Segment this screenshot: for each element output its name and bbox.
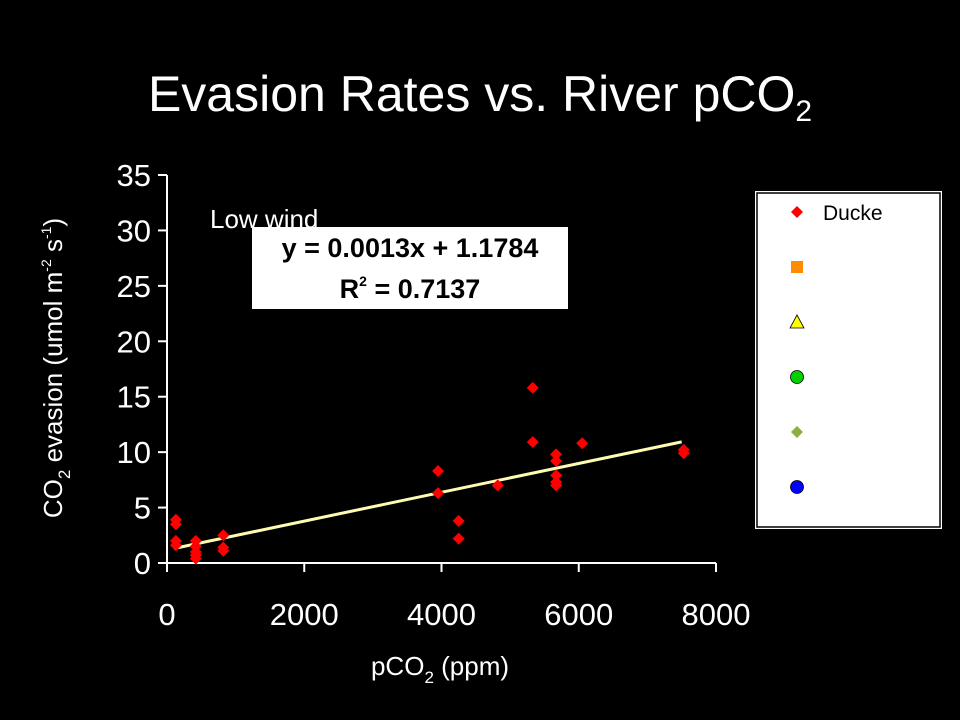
x-tick-label: 0 xyxy=(158,597,175,632)
y-tick-label: 20 xyxy=(117,324,151,359)
legend-marker-1 xyxy=(791,206,803,218)
title-main: Evasion Rates vs. River pCO xyxy=(147,66,796,122)
data-point xyxy=(169,518,182,531)
y-tick-label: 5 xyxy=(134,491,151,526)
y-tick-label: 30 xyxy=(117,213,151,248)
data-point xyxy=(169,539,182,552)
legend-marker-2 xyxy=(791,261,803,273)
trendline-equation: y = 0.0013x + 1.1784 xyxy=(282,233,539,263)
x-tick-label: 6000 xyxy=(544,597,613,632)
data-point xyxy=(189,552,202,565)
x-tick-label: 2000 xyxy=(270,597,339,632)
legend-marker-4 xyxy=(790,370,804,384)
data-point xyxy=(526,436,539,449)
y-tick-label: 10 xyxy=(117,435,151,470)
trendline-equation-box xyxy=(252,227,568,309)
data-point xyxy=(677,447,690,460)
data-point xyxy=(550,479,563,492)
low-wind-annotation: Low wind xyxy=(210,204,318,234)
trendline-r2: R2 = 0.7137 xyxy=(340,273,481,304)
y-tick-label: 0 xyxy=(134,546,151,581)
data-point xyxy=(432,487,445,500)
data-point xyxy=(217,544,230,557)
data-point xyxy=(526,381,539,394)
data-point xyxy=(576,437,589,450)
legend-marker-5 xyxy=(791,426,803,438)
y-tick-label: 25 xyxy=(117,269,151,304)
x-tick-label: 8000 xyxy=(682,597,751,632)
x-axis-title: pCO2 (ppm) xyxy=(371,651,509,687)
y-tick-label: 15 xyxy=(117,380,151,415)
trendline xyxy=(173,440,682,550)
data-point xyxy=(550,455,563,468)
legend-label: Ducke xyxy=(823,202,883,225)
x-tick-label: 4000 xyxy=(407,597,476,632)
data-point xyxy=(550,448,563,461)
data-point xyxy=(491,479,504,492)
y-tick-label: 35 xyxy=(117,158,151,193)
data-point xyxy=(550,469,563,482)
legend-box xyxy=(753,189,944,531)
y-axis-title: CO2 evasion (umol m-2 s-1) xyxy=(38,218,74,518)
slide-title: Evasion Rates vs. River pCO2 xyxy=(0,64,960,127)
data-point xyxy=(452,514,465,527)
legend-marker-6 xyxy=(790,480,804,494)
title-subscript: 2 xyxy=(795,95,813,128)
data-point xyxy=(452,532,465,545)
legend-marker-3 xyxy=(789,314,805,329)
data-point xyxy=(432,464,445,477)
data-point xyxy=(217,529,230,542)
